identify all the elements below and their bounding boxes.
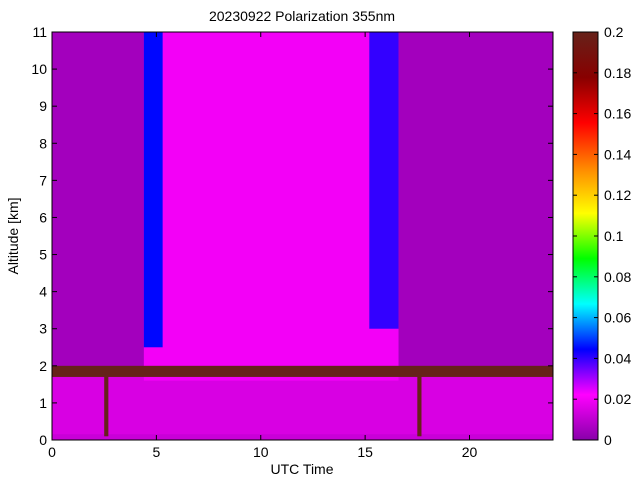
x-tick-label: 5 [152, 444, 160, 460]
y-axis-label: Altitude [km] [5, 197, 21, 274]
colorbar-tick-label: 0.04 [604, 350, 631, 366]
y-tick-label: 10 [31, 61, 47, 77]
y-tick-label: 1 [39, 395, 47, 411]
x-tick-label: 0 [48, 444, 56, 460]
plot-frame [51, 31, 554, 441]
signal-region [143, 32, 163, 348]
colorbar-tick-label: 0.16 [604, 106, 631, 122]
signal-regions [52, 32, 553, 440]
colorbar-tick-label: 0.14 [604, 146, 631, 162]
y-tick-label: 11 [32, 24, 47, 40]
x-tick-label: 15 [357, 444, 373, 460]
x-tick-label: 20 [462, 444, 478, 460]
y-tick-label: 0 [39, 432, 47, 448]
colorbar: 0 0.02 0.04 0.06 0.08 0.1 0.12 0.14 0.16 0.18 0.2 [572, 24, 631, 448]
y-tick-label: 9 [39, 98, 47, 114]
y-tick-label: 5 [39, 247, 47, 263]
y-tick-label: 8 [39, 135, 47, 151]
colorbar-tick-label: 0.02 [604, 391, 631, 407]
colorbar-scale [572, 31, 599, 441]
x-tick-label: 10 [253, 444, 269, 460]
colorbar-tick-label: 0 [604, 432, 612, 448]
signal-region [143, 32, 399, 381]
signal-region [52, 434, 553, 440]
y-tick-label: 6 [39, 209, 47, 225]
y-tick-label: 3 [39, 321, 47, 337]
x-axis: 0 5 10 15 20 [48, 32, 477, 460]
colorbar-tick-label: 0.06 [604, 310, 631, 326]
aerosol-layer [52, 365, 553, 377]
y-tick-label: 2 [39, 358, 47, 374]
signal-region [369, 32, 399, 329]
y-tick-label: 7 [39, 172, 47, 188]
signal-region [52, 375, 553, 435]
colorbar-tick-label: 0.2 [604, 24, 624, 40]
aerosol-layer [417, 369, 422, 437]
x-axis-label: UTC Time [271, 461, 334, 477]
colorbar-tick-label: 0.08 [604, 269, 631, 285]
aerosol-layers [52, 365, 553, 437]
colorbar-tick-label: 0.18 [604, 65, 631, 81]
plot-area [52, 32, 553, 440]
colorbar-tick-label: 0.12 [604, 187, 631, 203]
y-tick-label: 4 [39, 284, 47, 300]
colorbar-ticks: 0 0.02 0.04 0.06 0.08 0.1 0.12 0.14 0.16 0.18 0.2 [573, 24, 631, 448]
aerosol-layer [104, 369, 109, 437]
colorbar-tick-label: 0.1 [604, 228, 624, 244]
chart-title: 20230922 Polarization 355nm [209, 8, 395, 24]
y-axis: 0 1 2 3 4 5 6 7 8 9 10 11 [31, 24, 553, 448]
